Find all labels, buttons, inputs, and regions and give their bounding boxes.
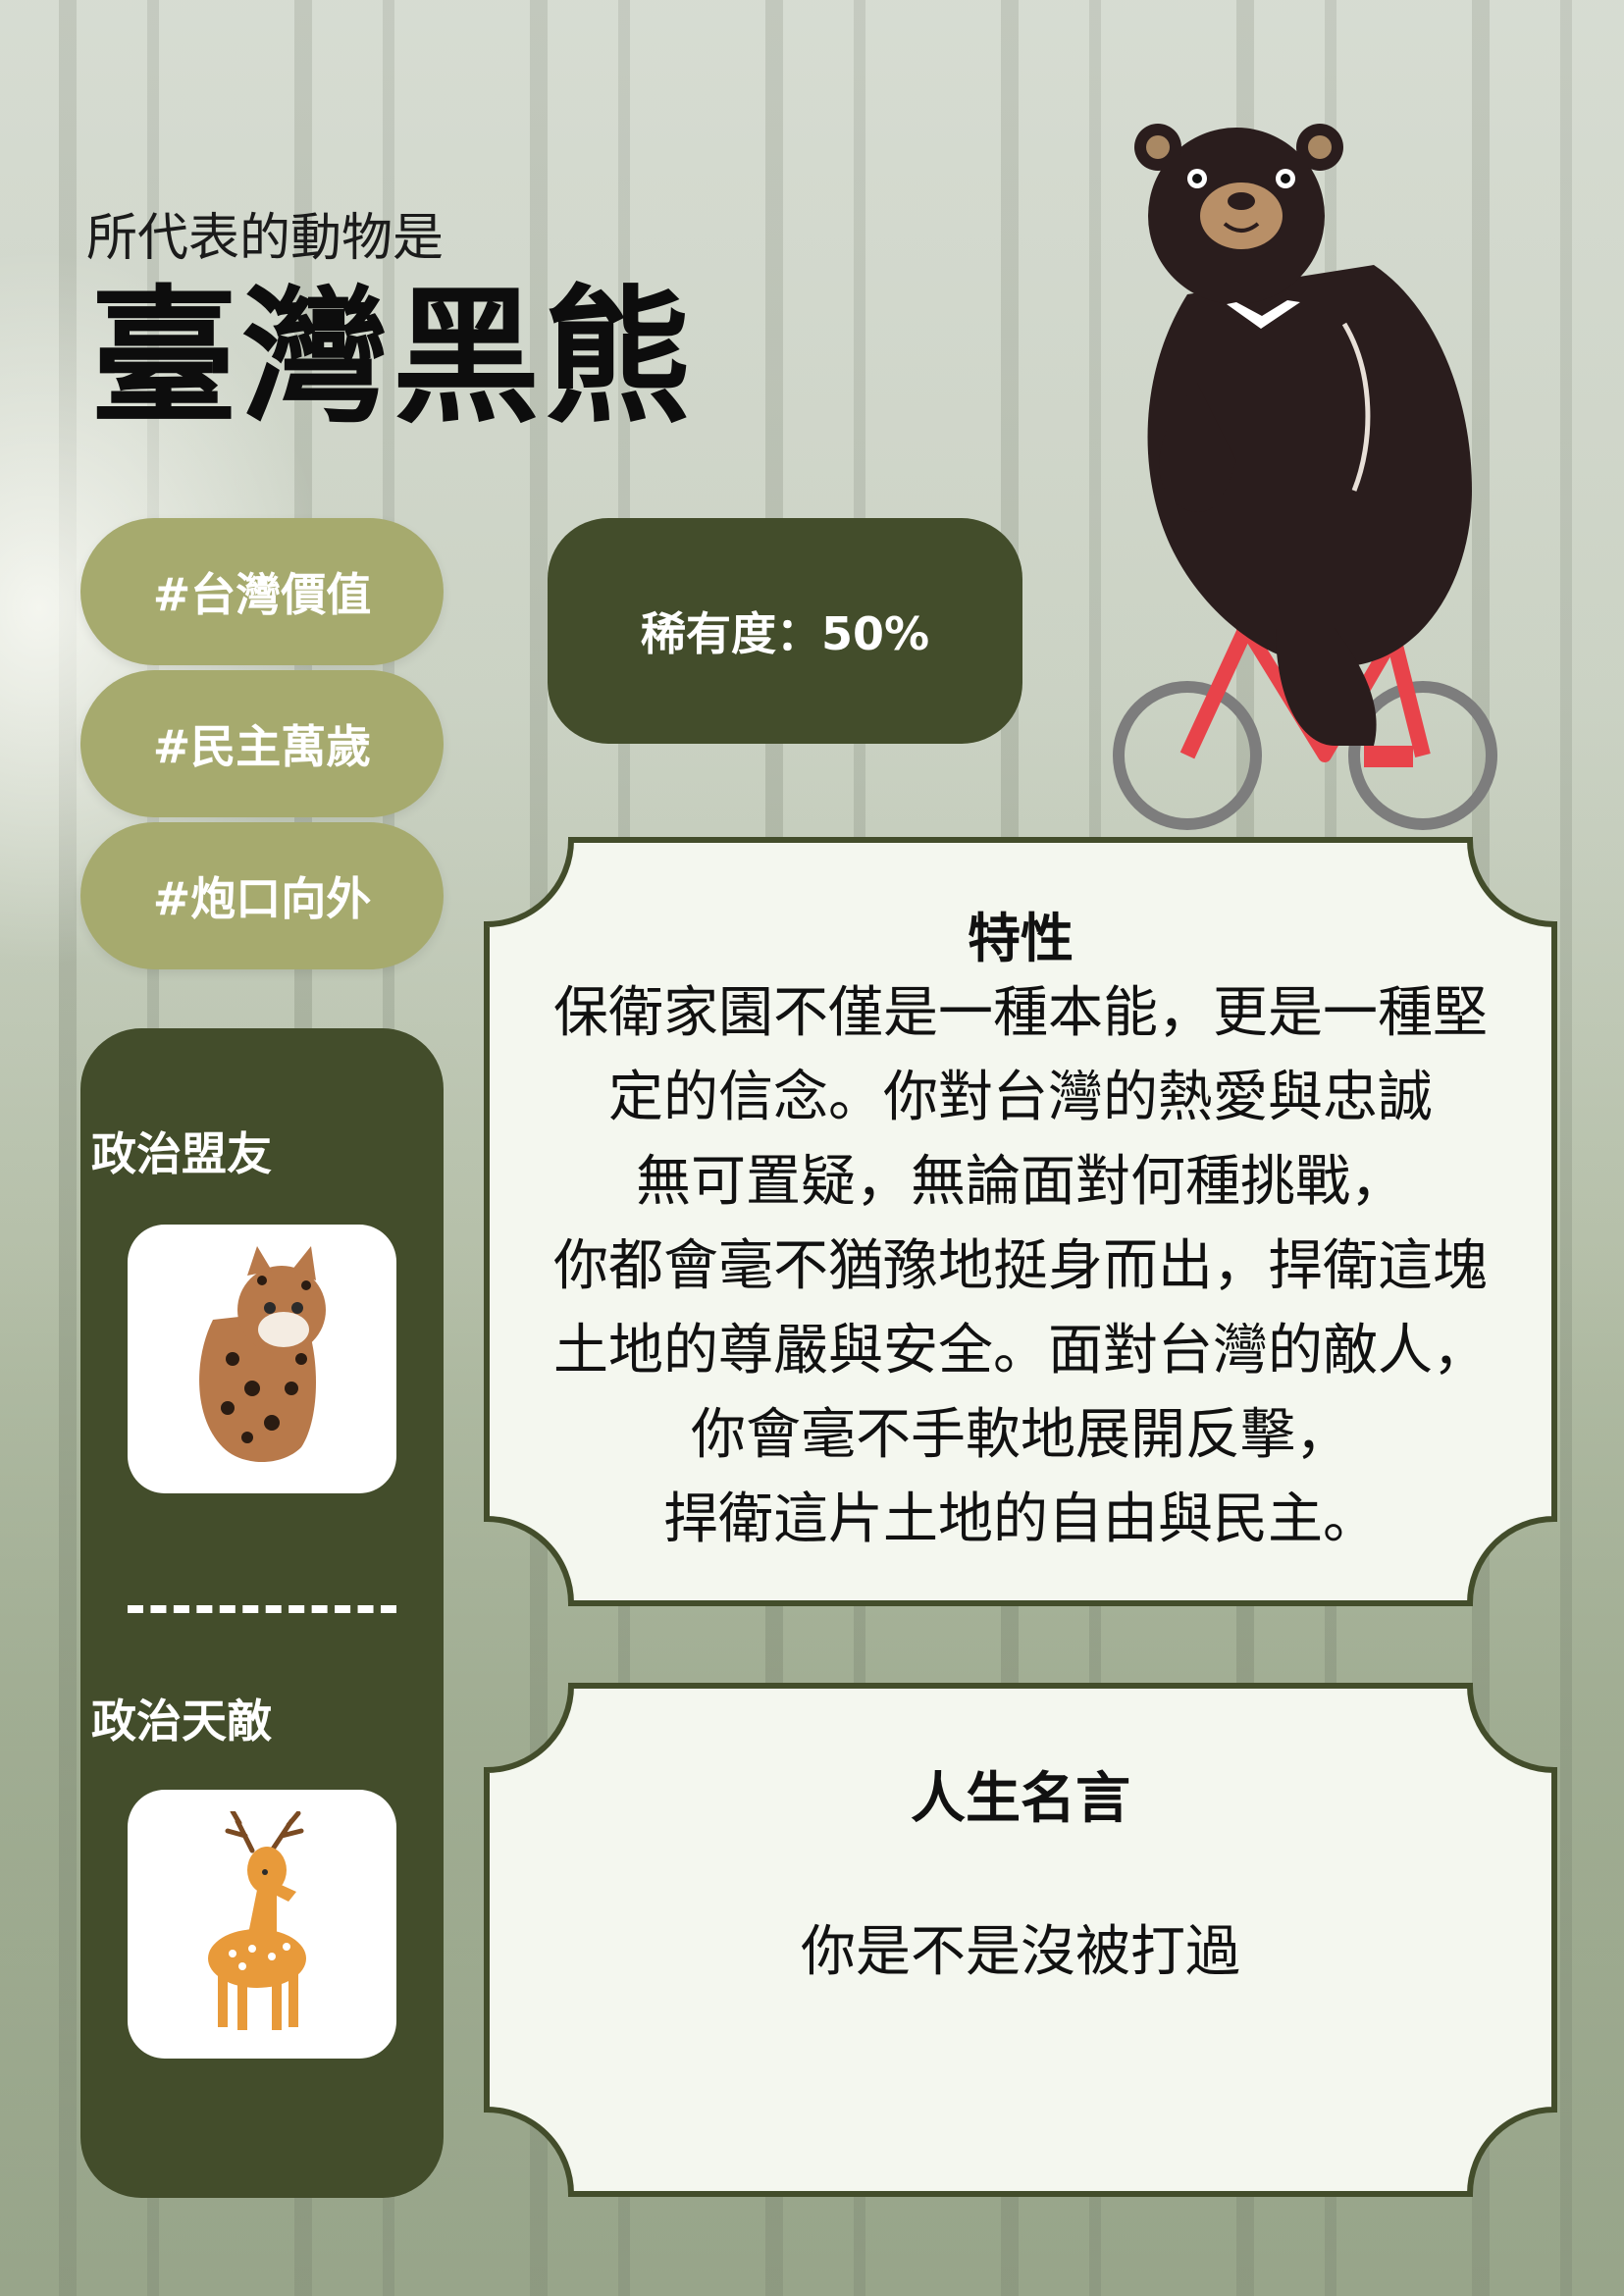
tag-taiwan-values: #台灣價值: [80, 518, 444, 665]
tag-guns-outward: #炮口向外: [80, 822, 444, 969]
sika-deer-icon: [208, 1811, 306, 2030]
traits-panel: [481, 834, 1560, 1609]
page-title: 臺灣黑熊: [90, 273, 696, 444]
tag-democracy: #民主萬歲: [80, 670, 444, 817]
traits-body: 保衛家園不僅是一種本能，更是一種堅 定的信念。你對台灣的熱愛與忠誠 無可置疑，無…: [500, 971, 1541, 1562]
section-divider: [128, 1605, 396, 1613]
traits-line: 無可置疑，無論面對何種挑戰，: [636, 1150, 1405, 1214]
leopard-cat-icon: [199, 1246, 326, 1462]
page-subtitle: 所代表的動物是: [86, 209, 445, 268]
enemy-card: [128, 1790, 396, 2059]
traits-line: 你會毫不手軟地展開反擊，: [691, 1403, 1350, 1467]
ally-card: [128, 1225, 396, 1493]
allies-heading: 政治盟友: [91, 1127, 272, 1180]
traits-line: 定的信念。你對台灣的熱愛與忠誠: [608, 1066, 1433, 1129]
traits-line: 保衛家園不僅是一種本能，更是一種堅: [553, 981, 1488, 1045]
bear-on-bicycle-icon: [1113, 124, 1497, 830]
motto-heading: 人生名言: [911, 1767, 1130, 1831]
traits-heading: 特性: [968, 908, 1074, 969]
traits-line: 捍衛這片土地的自由與民主。: [663, 1487, 1378, 1551]
traits-line: 你都會毫不猶豫地挺身而出，捍衛這塊: [553, 1234, 1488, 1298]
motto-text: 你是不是沒被打過: [801, 1920, 1240, 1984]
motto-panel: [481, 1680, 1560, 2200]
traits-line: 土地的尊嚴與安全。面對台灣的敵人，: [553, 1319, 1488, 1383]
rarity-badge: 稀有度：50%: [548, 518, 1022, 744]
enemies-heading: 政治天敵: [91, 1695, 272, 1748]
